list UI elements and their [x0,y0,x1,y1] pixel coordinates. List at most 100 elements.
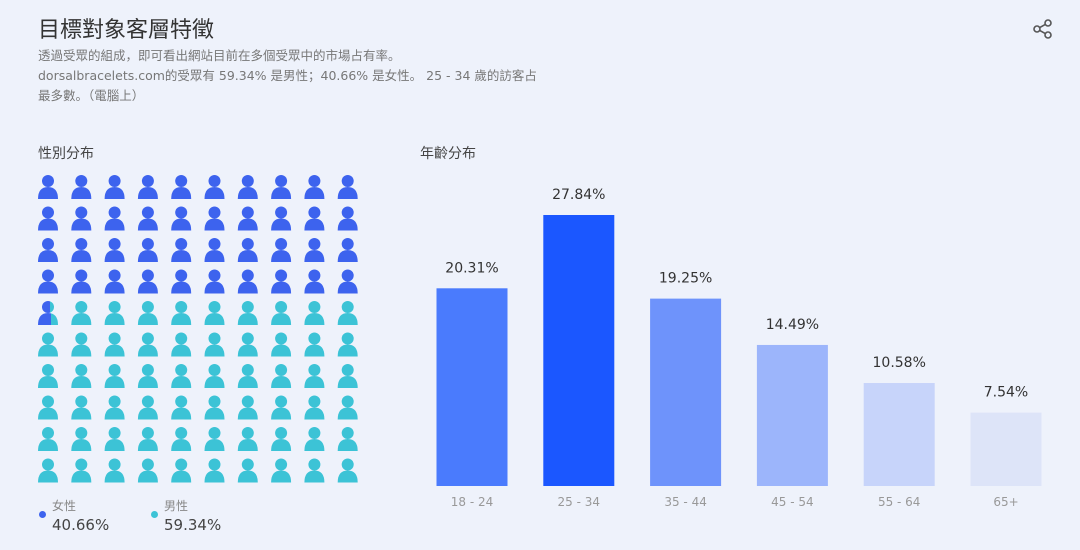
person-icon [137,301,158,325]
person-icon [104,206,125,231]
person-icon [204,395,225,420]
person-icon [104,458,125,483]
person-icon [204,427,225,451]
person-icon [104,332,125,357]
person-icon [104,238,125,262]
age-bar [863,383,935,486]
age-tick-label: 25 - 34 [558,495,601,509]
description: 透過受眾的組成，即可看出網站目前在多個受眾中的市場占有率。 dorsalbrac… [38,46,598,106]
person-icon [237,175,258,199]
person-icon [71,332,92,357]
person-icon [237,427,258,451]
person-icon [304,332,325,357]
person-icon [237,332,258,357]
female-dot [39,511,46,518]
bar-value-label: 10.58% [873,355,926,371]
desc-line: 透過受眾的組成，即可看出網站目前在多個受眾中的市場占有率。 [38,48,401,63]
person-icon [104,395,125,420]
person-icon [71,458,92,483]
person-icon [71,175,92,199]
person-icon [171,364,192,388]
person-icon [71,364,92,388]
male-value: 59.34% [164,516,222,534]
person-icon [137,364,158,388]
person-icon [104,269,125,294]
desc-line: 最多數。（電腦上） [38,88,145,103]
age-tick-label: 18 - 24 [451,495,494,509]
person-icon [38,395,58,420]
person-icon [271,395,292,420]
person-icon [38,427,58,451]
person-icon [204,175,225,199]
person-icon [237,458,258,483]
female-value: 40.66% [52,516,110,534]
person-icon [304,269,325,294]
person-icon [237,301,258,325]
person-icon [237,269,258,294]
person-icon [38,332,58,357]
person-icon [337,175,358,199]
person-icon [304,175,325,199]
person-icon [137,206,158,231]
person-icon [71,427,92,451]
person-icon [104,175,125,199]
person-icon [337,395,358,420]
age-tick-label: 35 - 44 [664,495,707,509]
person-icon [171,269,192,294]
share-icon[interactable] [1032,18,1054,40]
person-icon [171,175,192,199]
person-icon [171,395,192,420]
person-icon [237,206,258,231]
person-icon [171,238,192,262]
bar-value-label: 20.31% [445,260,498,276]
legend-male: 男性 59.34% [151,497,222,534]
person-icon [237,395,258,420]
person-icon [204,269,225,294]
age-bar [436,288,508,486]
person-icon [104,427,125,451]
desc-line: dorsalbracelets.com的受眾有 59.34% 是男性；40.66… [38,68,537,83]
person-icon [137,395,158,420]
person-icon [304,364,325,388]
person-icon [237,364,258,388]
person-icon [271,301,292,325]
person-icon [171,301,192,325]
person-icon [171,332,192,357]
person-icon [104,301,125,325]
person-icon [271,364,292,388]
gender-person-grid [38,175,358,483]
person-icon [304,238,325,262]
person-icon [71,395,92,420]
age-tick-label: 65+ [993,495,1018,509]
person-icon [271,427,292,451]
person-icon [337,458,358,483]
bar-value-label: 19.25% [659,271,712,287]
person-icon [38,175,58,199]
person-icon [38,301,58,325]
person-icon [304,395,325,420]
person-icon [38,458,58,483]
person-icon [271,269,292,294]
person-icon [38,206,58,231]
person-icon [38,238,58,262]
person-icon [204,238,225,262]
person-icon [171,458,192,483]
person-icon [304,427,325,451]
person-icon [337,206,358,231]
person-icon [71,269,92,294]
person-icon [271,458,292,483]
person-icon [204,458,225,483]
legend-female: 女性 40.66% [39,497,110,534]
person-icon [337,238,358,262]
page-title: 目標對象客層特徵 [38,18,215,43]
person-icon [171,206,192,231]
person-icon [304,206,325,231]
person-icon [337,301,358,325]
gender-title: 性別分布 [38,146,94,162]
person-icon [204,332,225,357]
male-label: 男性 [164,499,189,513]
person-icon [337,269,358,294]
person-icon [137,458,158,483]
person-icon [337,427,358,451]
person-icon [271,175,292,199]
